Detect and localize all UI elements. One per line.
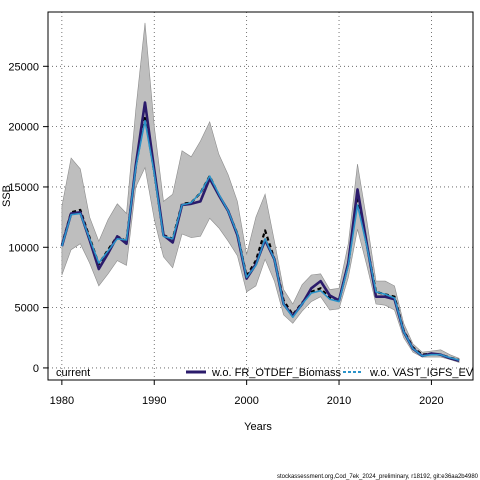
y-tick-label: 25000 — [8, 61, 39, 73]
y-tick-label: 5000 — [15, 303, 39, 315]
grid-lines — [48, 12, 473, 380]
y-tick-label: 10000 — [8, 242, 39, 254]
plot-frame — [47, 11, 474, 381]
y-axis-label: SSB — [1, 185, 13, 207]
series-lines — [60, 101, 460, 362]
series-line-vast-igfs — [61, 119, 460, 361]
y-tick-label: 15000 — [8, 182, 39, 194]
confidence-band-area — [61, 22, 460, 363]
x-tick-label: 2020 — [419, 395, 443, 407]
x-axis-label: Years — [244, 421, 272, 433]
x-tick-label: 2010 — [327, 395, 351, 407]
y-axis: 0 5000 10000 15000 20000 25000 — [8, 61, 48, 375]
x-tick-label: 1990 — [142, 395, 166, 407]
x-axis: 1980 1990 2000 2010 2020 — [50, 380, 444, 407]
legend-label-current: current — [56, 367, 90, 379]
legend: current w.o. FR_OTDEF_Biomass w.o. VAST_… — [56, 367, 474, 379]
y-tick-label: 20000 — [8, 122, 39, 134]
confidence-band — [61, 22, 460, 363]
legend-label-fr-otdef: w.o. FR_OTDEF_Biomass — [211, 367, 341, 379]
y-tick-label: 0 — [33, 363, 39, 375]
watermark-text: stockassessment.org,Cod_7ek_2024_prelimi… — [277, 474, 479, 480]
x-tick-label: 1980 — [50, 395, 74, 407]
x-tick-label: 2000 — [234, 395, 258, 407]
legend-label-vast-igfs: w.o. VAST_IGFS_EV — [369, 367, 474, 379]
